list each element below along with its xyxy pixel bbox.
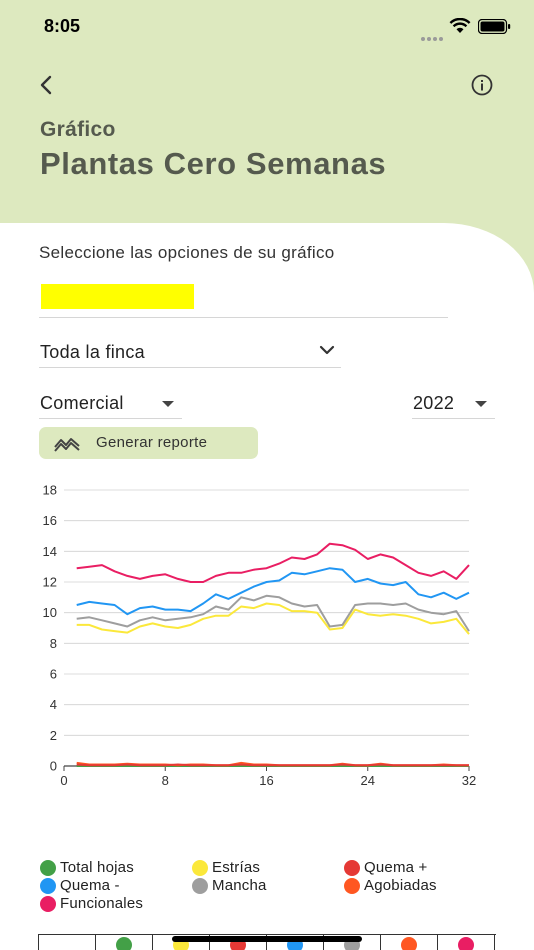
content-sheet (0, 223, 534, 950)
x-tick-label: 16 (259, 773, 273, 788)
page-title: Plantas Cero Semanas (40, 146, 387, 181)
chart-zigzag-icon (54, 438, 80, 452)
finca-select-value: Toda la finca (40, 342, 145, 362)
table-header-cell (381, 935, 438, 950)
info-icon[interactable] (470, 73, 494, 97)
legend-swatch (40, 896, 56, 912)
x-tick-label: 8 (162, 773, 169, 788)
back-arrow-icon[interactable] (33, 72, 59, 98)
generate-report-button[interactable]: Generar reporte (39, 427, 258, 459)
legend-label: Quema + (364, 859, 428, 876)
legend-label: Total hojas (60, 859, 134, 876)
y-tick-label: 4 (50, 697, 57, 712)
y-axis-ticks: 0 2 4 6 8 10 12 14 16 18 (43, 483, 57, 774)
legend-swatch (192, 860, 208, 876)
legend-label: Quema - (60, 877, 120, 894)
series-line-funcionales (76, 542, 470, 583)
table-header-cell (438, 935, 495, 950)
chevron-down-icon (319, 345, 335, 355)
chart-grid (64, 489, 469, 767)
series-color-dot (458, 937, 474, 950)
y-tick-label: 2 (50, 728, 57, 743)
legend-label: Agobiadas (364, 877, 437, 894)
generate-report-label: Generar reporte (96, 434, 208, 451)
series-color-dot (401, 937, 417, 950)
legend-label: Mancha (212, 877, 267, 894)
y-tick-label: 6 (50, 667, 57, 682)
data-table-header (38, 934, 496, 950)
y-tick-label: 10 (43, 605, 57, 620)
type-select[interactable]: Comercial (39, 384, 182, 419)
y-tick-label: 16 (43, 513, 57, 528)
x-tick-label: 24 (361, 773, 375, 788)
wifi-icon (449, 18, 471, 33)
series-line-estr-as (76, 602, 470, 635)
legend-swatch (40, 878, 56, 894)
legend-label: Funcionales (60, 895, 144, 912)
x-tick-label: 32 (462, 773, 476, 788)
battery-icon (478, 19, 511, 34)
table-header-cell (96, 935, 153, 950)
legend-swatch (344, 878, 360, 894)
x-tick-label: 0 (60, 773, 67, 788)
y-tick-label: 8 (50, 636, 57, 651)
options-label: Seleccione las opciones de su gráfico (39, 243, 335, 262)
series-color-dot (116, 937, 132, 950)
year-select-value: 2022 (413, 393, 455, 413)
status-time: 8:05 (44, 16, 81, 36)
home-indicator (172, 936, 362, 942)
table-header-cell (39, 935, 96, 950)
series-line-quema (76, 567, 470, 616)
legend-swatch (344, 860, 360, 876)
finca-select[interactable]: Toda la finca (39, 332, 341, 368)
cellular-signal-icon (421, 28, 445, 41)
redacted-field[interactable] (39, 281, 448, 318)
status-bar: 8:05 (0, 0, 534, 52)
dropdown-triangle-icon (475, 401, 487, 407)
legend-label: Estrías (212, 859, 261, 876)
page-subtitle: Gráfico (40, 118, 116, 141)
chart-series (76, 542, 470, 767)
y-tick-label: 14 (43, 544, 57, 559)
redaction-mark (41, 284, 194, 309)
series-line-mancha (76, 594, 470, 632)
legend-swatch (40, 860, 56, 876)
y-tick-label: 0 (50, 759, 57, 774)
year-select[interactable]: 2022 (412, 384, 495, 419)
series-line-quema (76, 763, 469, 767)
type-select-value: Comercial (40, 393, 124, 413)
y-tick-label: 18 (43, 483, 57, 498)
legend-swatch (192, 878, 208, 894)
dropdown-triangle-icon (162, 401, 174, 407)
x-axis-ticks: 0 8 16 24 32 (60, 766, 476, 788)
y-tick-label: 12 (43, 575, 57, 590)
